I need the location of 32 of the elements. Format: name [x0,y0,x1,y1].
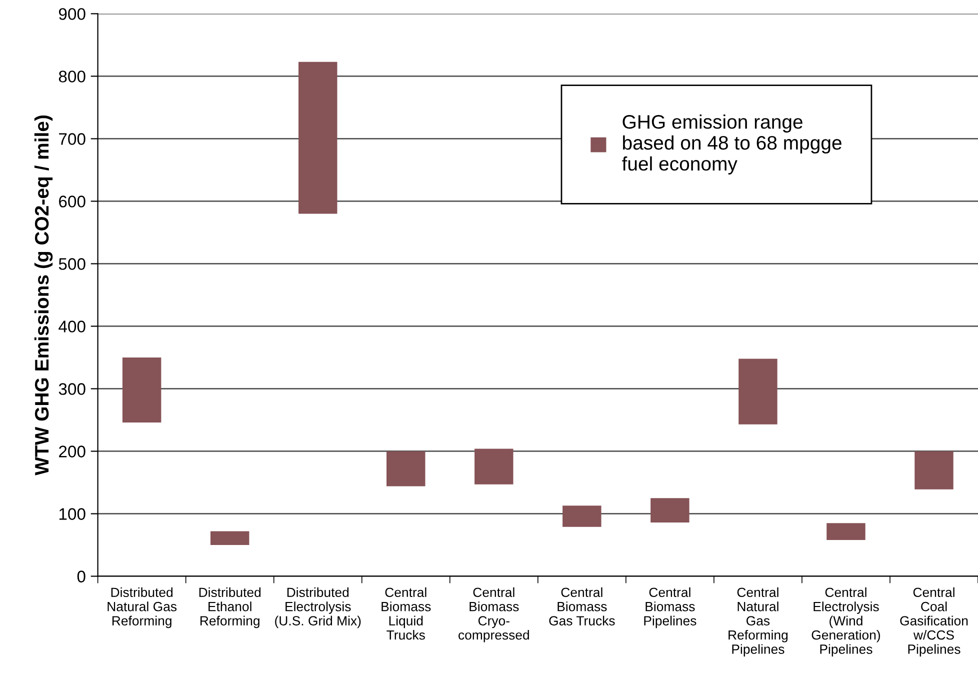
x-tick-label: Central Electrolysis (Wind Generation) Pipelines [812,587,880,656]
bar [826,523,866,540]
y-tick-label: 600 [59,196,86,208]
y-tick-label: 300 [58,383,86,395]
y-tick-label: 200 [59,446,86,458]
x-tick-label: Distributed Ethanol Reforming [199,587,261,628]
x-tick-label: Central Biomass Liquid Trucks [382,587,431,640]
x-tick-label: Central Biomass Cryo- compressed [458,587,529,642]
bar [210,531,250,545]
legend-label: GHG emission range based on 48 to 68 mpgge fuel economy [622,114,842,174]
x-tick-label: Central Natural Gas Reforming Pipelines [728,587,788,656]
y-tick-label: 500 [58,258,86,270]
y-tick-label: 0 [77,570,86,582]
x-tick-label: Distributed Electrolysis (U.S. Grid Mix) [275,587,361,628]
bar [738,358,778,424]
y-tick-label: 900 [58,8,86,20]
bar [562,506,602,527]
y-tick-label: 400 [58,320,86,332]
y-tick-label: 700 [59,133,86,145]
bar [914,451,954,490]
x-tick-label: Central Biomass Gas Trucks [549,587,615,626]
y-tick-label: 100 [59,508,86,520]
x-tick-label: Distributed Natural Gas Reforming [108,587,177,628]
y-tick-label: 800 [58,70,86,82]
bar [474,448,514,484]
x-tick-label: Central Coal Gasification w/CCS Pipelines [900,587,968,656]
bar [122,357,162,422]
bar [386,451,426,486]
bar [650,498,690,522]
bar [298,62,338,214]
x-tick-label: Central Biomass Pipelines [644,587,696,628]
y-axis-title: WTW GHG Emissions (g CO2-eq / mile) [34,116,53,476]
